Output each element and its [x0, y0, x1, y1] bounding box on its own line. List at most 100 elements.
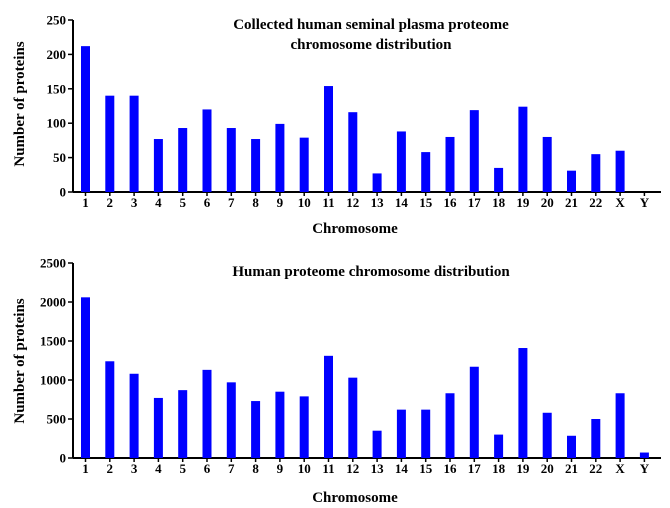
bar-chr-x [615, 150, 625, 192]
x-tick-label: 6 [204, 195, 211, 210]
bar-chr-19 [518, 348, 528, 458]
y-axis-label: Number of proteins [12, 41, 28, 166]
bar-chr-21 [567, 435, 576, 458]
x-tick-label: 21 [565, 195, 578, 210]
bar-chr-1 [81, 297, 90, 458]
y-tick-label: 50 [53, 150, 66, 165]
x-axis-label: Chromosome [312, 221, 398, 237]
bar-chr-1 [81, 46, 90, 193]
x-tick-label: 3 [131, 195, 138, 210]
x-tick-label: 9 [277, 195, 284, 210]
x-tick-label: X [615, 195, 625, 210]
bar-chr-13 [372, 173, 382, 192]
bar-chr-17 [469, 366, 479, 458]
bar-chr-18 [494, 167, 504, 192]
x-tick-label: 19 [516, 195, 530, 210]
x-tick-label: 2 [107, 195, 114, 210]
x-tick-label: 7 [228, 461, 235, 476]
x-tick-label: 5 [179, 461, 186, 476]
x-axis-label: Chromosome [312, 490, 398, 506]
bar-chr-3 [129, 373, 139, 458]
x-tick-label: 16 [444, 195, 458, 210]
x-tick-label: 1 [82, 195, 89, 210]
x-tick-label: 14 [395, 461, 409, 476]
x-tick-label: 15 [419, 195, 433, 210]
y-tick-label: 0 [60, 451, 67, 466]
x-tick-label: 17 [468, 195, 482, 210]
y-tick-label: 2000 [40, 295, 66, 310]
x-tick-label: 3 [131, 461, 138, 476]
bar-chr-6 [202, 369, 212, 458]
x-tick-label: 22 [589, 195, 602, 210]
bar-chr-13 [372, 430, 382, 458]
x-tick-label: 17 [468, 461, 482, 476]
x-tick-label: 19 [516, 461, 530, 476]
x-tick-label: 12 [346, 195, 359, 210]
y-axis-label: Number of proteins [12, 298, 28, 423]
x-tick-label: 4 [155, 195, 162, 210]
bar-chr-10 [299, 137, 309, 192]
y-tick-label: 200 [47, 47, 67, 62]
bar-chr-17 [469, 110, 479, 192]
chart-panel-seminal: Collected human seminal plasma proteome … [12, 13, 661, 237]
bar-chr-20 [542, 412, 552, 458]
bar-chr-12 [348, 112, 358, 192]
bar-chr-7 [226, 382, 236, 458]
bar-chr-22 [591, 419, 601, 458]
bar-chr-5 [178, 128, 188, 192]
bar-chr-10 [299, 396, 309, 458]
bar-chr-9 [275, 391, 285, 458]
bar-chr-2 [105, 95, 115, 192]
y-tick-label: 100 [47, 116, 67, 131]
x-tick-label: X [615, 461, 625, 476]
bar-chr-16 [445, 136, 455, 192]
y-tick-label: 1500 [40, 334, 66, 349]
chart-title-line1: Collected human seminal plasma proteome [233, 17, 509, 33]
chart-title-line1: Human proteome chromosome distribution [232, 264, 510, 280]
bar-chr-15 [421, 152, 431, 192]
bar-chr-20 [542, 136, 552, 192]
x-tick-label: 15 [419, 461, 433, 476]
y-tick-label: 500 [47, 412, 67, 427]
bar-chr-11 [324, 355, 333, 458]
x-tick-label: 18 [492, 461, 506, 476]
bar-chr-19 [518, 106, 528, 192]
bar-chr-14 [396, 409, 406, 458]
bar-chr-8 [251, 401, 261, 458]
chart-panel-human: Human proteome chromosome distribution N… [12, 256, 661, 506]
bar-chr-14 [396, 131, 406, 192]
x-tick-label: Y [640, 195, 650, 210]
x-tick-label: 9 [277, 461, 284, 476]
x-tick-label: 20 [541, 195, 554, 210]
x-tick-label: 21 [565, 461, 578, 476]
bar-chr-21 [567, 170, 576, 192]
bar-chr-5 [178, 390, 188, 458]
x-tick-label: 11 [322, 195, 334, 210]
bar-chr-15 [421, 409, 431, 458]
bar-chr-4 [153, 139, 163, 192]
x-tick-label: 20 [541, 461, 554, 476]
x-tick-label: 10 [298, 195, 311, 210]
y-tick-label: 1000 [40, 373, 66, 388]
x-tick-label: 12 [346, 461, 359, 476]
bar-chr-x [615, 393, 625, 458]
y-tick-label: 0 [60, 185, 67, 200]
bar-chr-4 [153, 397, 163, 458]
x-tick-label: 16 [444, 461, 458, 476]
bar-chr-y [639, 452, 649, 458]
x-tick-label: 13 [371, 461, 385, 476]
bar-chr-8 [251, 139, 261, 192]
bar-chr-9 [275, 123, 285, 192]
x-tick-label: 14 [395, 195, 409, 210]
bar-chr-6 [202, 109, 212, 192]
x-tick-label: 10 [298, 461, 311, 476]
y-tick-label: 2500 [40, 256, 66, 271]
y-tick-label: 250 [47, 13, 67, 28]
bar-chr-22 [591, 154, 601, 192]
x-tick-label: 1 [82, 461, 89, 476]
x-tick-label: 6 [204, 461, 211, 476]
x-tick-label: 2 [107, 461, 114, 476]
x-tick-label: 13 [371, 195, 385, 210]
x-tick-label: 22 [589, 461, 602, 476]
